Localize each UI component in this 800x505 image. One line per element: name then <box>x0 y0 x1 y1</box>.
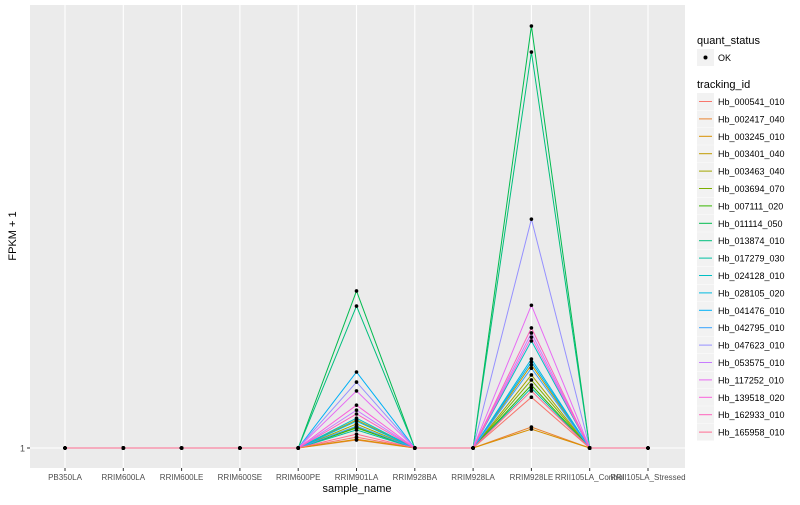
legend-label: Hb_028105_020 <box>718 288 785 298</box>
legend-label: Hb_013874_010 <box>718 236 785 246</box>
y-axis-title: FPKM + 1 <box>7 211 19 260</box>
legend-label: Hb_017279_030 <box>718 254 785 264</box>
legend-label: Hb_007111_020 <box>718 201 783 211</box>
x-tick-label: PB350LA <box>48 473 82 482</box>
data-point <box>354 289 359 293</box>
ok-point-key <box>703 55 708 60</box>
shape-legend-title: quant_status <box>697 35 760 47</box>
data-point <box>529 50 534 54</box>
x-tick-label: RRIM928LE <box>510 473 554 482</box>
data-point <box>354 412 359 416</box>
legend-label: Hb_002417_040 <box>718 114 785 124</box>
legend-label: Hb_162933_010 <box>718 410 785 420</box>
data-point <box>529 217 534 221</box>
data-point <box>354 380 359 384</box>
data-point <box>529 357 534 361</box>
data-point <box>587 446 592 450</box>
data-point <box>529 326 534 330</box>
x-tick-label: RRIM600PE <box>276 473 320 482</box>
legend-label: Hb_003463_040 <box>718 167 785 177</box>
legend-label: Hb_003694_070 <box>718 184 785 194</box>
x-tick-label: RRIM600SE <box>218 473 262 482</box>
data-point <box>354 419 359 423</box>
data-point <box>529 389 534 393</box>
data-point <box>529 378 534 382</box>
data-point <box>354 416 359 420</box>
color-legend-title: tracking_id <box>697 79 750 91</box>
x-axis-title: sample_name <box>322 483 391 495</box>
x-tick-label: RRIM928LA <box>451 473 495 482</box>
plot-panel <box>30 5 685 468</box>
data-point <box>529 363 534 367</box>
legend-label: Hb_011114_050 <box>718 219 783 229</box>
data-point <box>471 446 475 450</box>
data-point <box>529 335 534 339</box>
x-tick-label: RRIM901LA <box>335 473 379 482</box>
shape-legend-label: OK <box>718 53 731 63</box>
x-tick-label: RRII105LA_Stressed <box>610 473 685 482</box>
data-point <box>529 303 534 308</box>
x-tick-label: RRIM600LA <box>102 473 146 482</box>
data-point <box>529 383 534 387</box>
x-tick-label: RRIM600LE <box>160 473 204 482</box>
data-point <box>529 395 534 400</box>
data-point <box>296 446 301 450</box>
legend-label: Hb_053575_010 <box>718 358 785 368</box>
data-point <box>354 424 359 428</box>
data-point <box>179 446 184 450</box>
data-point <box>529 24 534 28</box>
data-point <box>646 446 650 450</box>
data-point <box>354 389 359 393</box>
y-tick-label: 1 <box>20 444 25 454</box>
legend-label: Hb_042795_010 <box>718 323 785 333</box>
data-point <box>529 386 534 390</box>
data-point <box>354 432 359 436</box>
data-point <box>354 370 359 374</box>
data-point <box>529 373 534 377</box>
data-point <box>413 446 417 450</box>
data-point <box>354 403 359 407</box>
data-point <box>529 360 534 364</box>
legend-label: Hb_003401_040 <box>718 149 785 159</box>
legend-label: Hb_165958_010 <box>718 428 785 438</box>
data-point <box>238 446 242 450</box>
x-tick-label: RRIM928BA <box>393 473 438 482</box>
legend-label: Hb_139518_020 <box>718 393 785 403</box>
legend-label: Hb_000541_010 <box>718 97 785 107</box>
data-point <box>63 446 67 450</box>
legend-label: Hb_047623_010 <box>718 341 785 351</box>
data-point <box>529 339 534 343</box>
legend-label: Hb_041476_010 <box>718 306 785 316</box>
data-point <box>529 331 534 335</box>
data-point <box>354 304 359 308</box>
data-point <box>121 446 126 450</box>
x-tick-label: RRII105LA_Control <box>555 473 625 482</box>
data-point <box>354 408 359 413</box>
legend-label: Hb_117252_010 <box>718 375 784 385</box>
data-point <box>529 366 534 371</box>
legend-label: Hb_024128_010 <box>718 271 785 281</box>
data-point <box>529 427 534 431</box>
legend: quant_status OK tracking_id Hb_000541_01… <box>697 35 785 441</box>
legend-label: Hb_003245_010 <box>718 132 785 142</box>
data-point <box>354 437 359 441</box>
data-point <box>354 428 359 432</box>
